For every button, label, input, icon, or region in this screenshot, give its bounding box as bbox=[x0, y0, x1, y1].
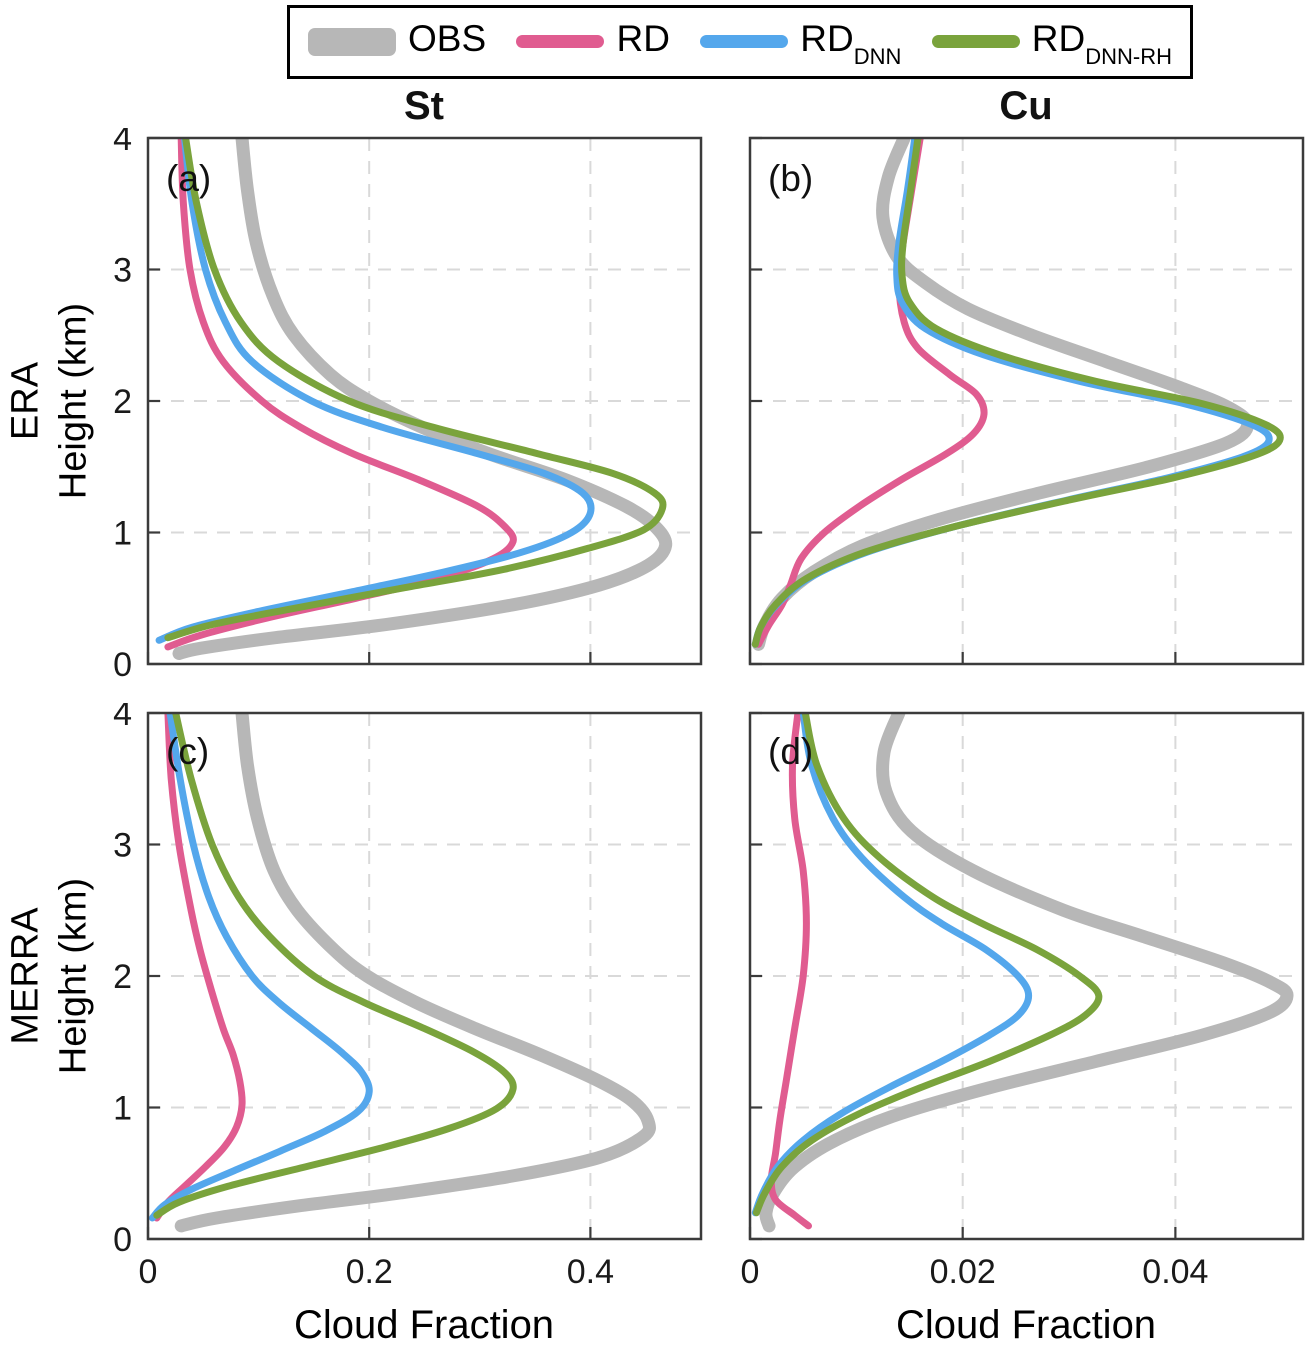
legend-item-rd-dnn: RDDNN bbox=[700, 18, 901, 69]
legend-label-rd-main: RD bbox=[616, 18, 670, 60]
legend-label-obs-main: OBS bbox=[408, 18, 487, 60]
panel-label-d: (d) bbox=[768, 731, 814, 772]
legend-label-rd-dnn-rh-main: RD bbox=[1031, 18, 1086, 60]
rd-dnn-line-swatch bbox=[700, 35, 789, 49]
row-label-era: ERA bbox=[4, 361, 47, 441]
svg-text:0: 0 bbox=[113, 1221, 132, 1259]
svg-text:1: 1 bbox=[113, 515, 132, 553]
panel-era-st-plot: 0 1 2 3 4 bbox=[113, 128, 703, 684]
legend-label-rd-dnn-main: RD bbox=[800, 18, 854, 60]
panel-label-b: (b) bbox=[768, 158, 814, 199]
svg-text:0: 0 bbox=[741, 1253, 760, 1291]
row-label-merra: MERRA bbox=[4, 907, 47, 1045]
svg-text:1: 1 bbox=[113, 1090, 132, 1128]
panel-merra-cu-plot: 0 0.02 0.04 bbox=[741, 711, 1305, 1291]
panel-merra-st: 0 0.2 0.4 0 1 2 3 4 bbox=[88, 703, 711, 1295]
svg-text:0.4: 0.4 bbox=[567, 1253, 614, 1291]
x-axis-label-left: Cloud Fraction bbox=[293, 1303, 555, 1347]
svg-text:0.02: 0.02 bbox=[930, 1253, 996, 1291]
x-axis-label-right: Cloud Fraction bbox=[895, 1303, 1157, 1347]
svg-text:2: 2 bbox=[113, 383, 132, 421]
legend-label-rd-dnn-rh-sub: DNN-RH bbox=[1085, 43, 1172, 69]
legend-item-rd-dnn-rh: RDDNN-RH bbox=[931, 18, 1172, 69]
svg-text:4: 4 bbox=[113, 703, 132, 733]
column-title-st: St bbox=[404, 84, 444, 128]
column-title-cu: Cu bbox=[999, 84, 1053, 128]
panel-label-a: (a) bbox=[166, 158, 212, 199]
legend-item-obs: OBS bbox=[308, 18, 486, 65]
legend-label-rd-dnn-sub: DNN bbox=[853, 43, 902, 69]
panel-merra-cu: 0 0.02 0.04 bbox=[690, 703, 1309, 1295]
panel-era-cu bbox=[690, 128, 1309, 720]
legend-label-rd-dnn-rh: RDDNN-RH bbox=[1031, 18, 1172, 68]
panel-merra-st-plot: 0 0.2 0.4 0 1 2 3 4 bbox=[113, 703, 703, 1291]
panel-era-st: 0 1 2 3 4 bbox=[88, 128, 711, 720]
svg-text:2: 2 bbox=[113, 958, 132, 996]
legend-item-rd: RD bbox=[516, 18, 670, 65]
svg-text:0: 0 bbox=[139, 1253, 158, 1291]
rd-line-swatch bbox=[516, 35, 605, 49]
svg-text:3: 3 bbox=[113, 252, 132, 290]
svg-text:4: 4 bbox=[113, 128, 132, 158]
legend-label-rd-dnn: RDDNN bbox=[800, 18, 901, 68]
rd-dnn-rh-line-swatch bbox=[931, 35, 1020, 49]
svg-text:3: 3 bbox=[113, 827, 132, 865]
legend-label-rd: RD bbox=[616, 18, 669, 65]
panel-era-cu-plot bbox=[748, 136, 1305, 666]
legend-label-obs: OBS bbox=[408, 18, 486, 65]
legend: OBS RD RDDNN RDDNN-RH bbox=[287, 5, 1193, 79]
svg-text:0: 0 bbox=[113, 646, 132, 684]
svg-text:0.2: 0.2 bbox=[346, 1253, 393, 1291]
obs-line-swatch bbox=[308, 27, 396, 56]
panel-label-c: (c) bbox=[166, 731, 210, 772]
svg-text:0.04: 0.04 bbox=[1142, 1253, 1208, 1291]
